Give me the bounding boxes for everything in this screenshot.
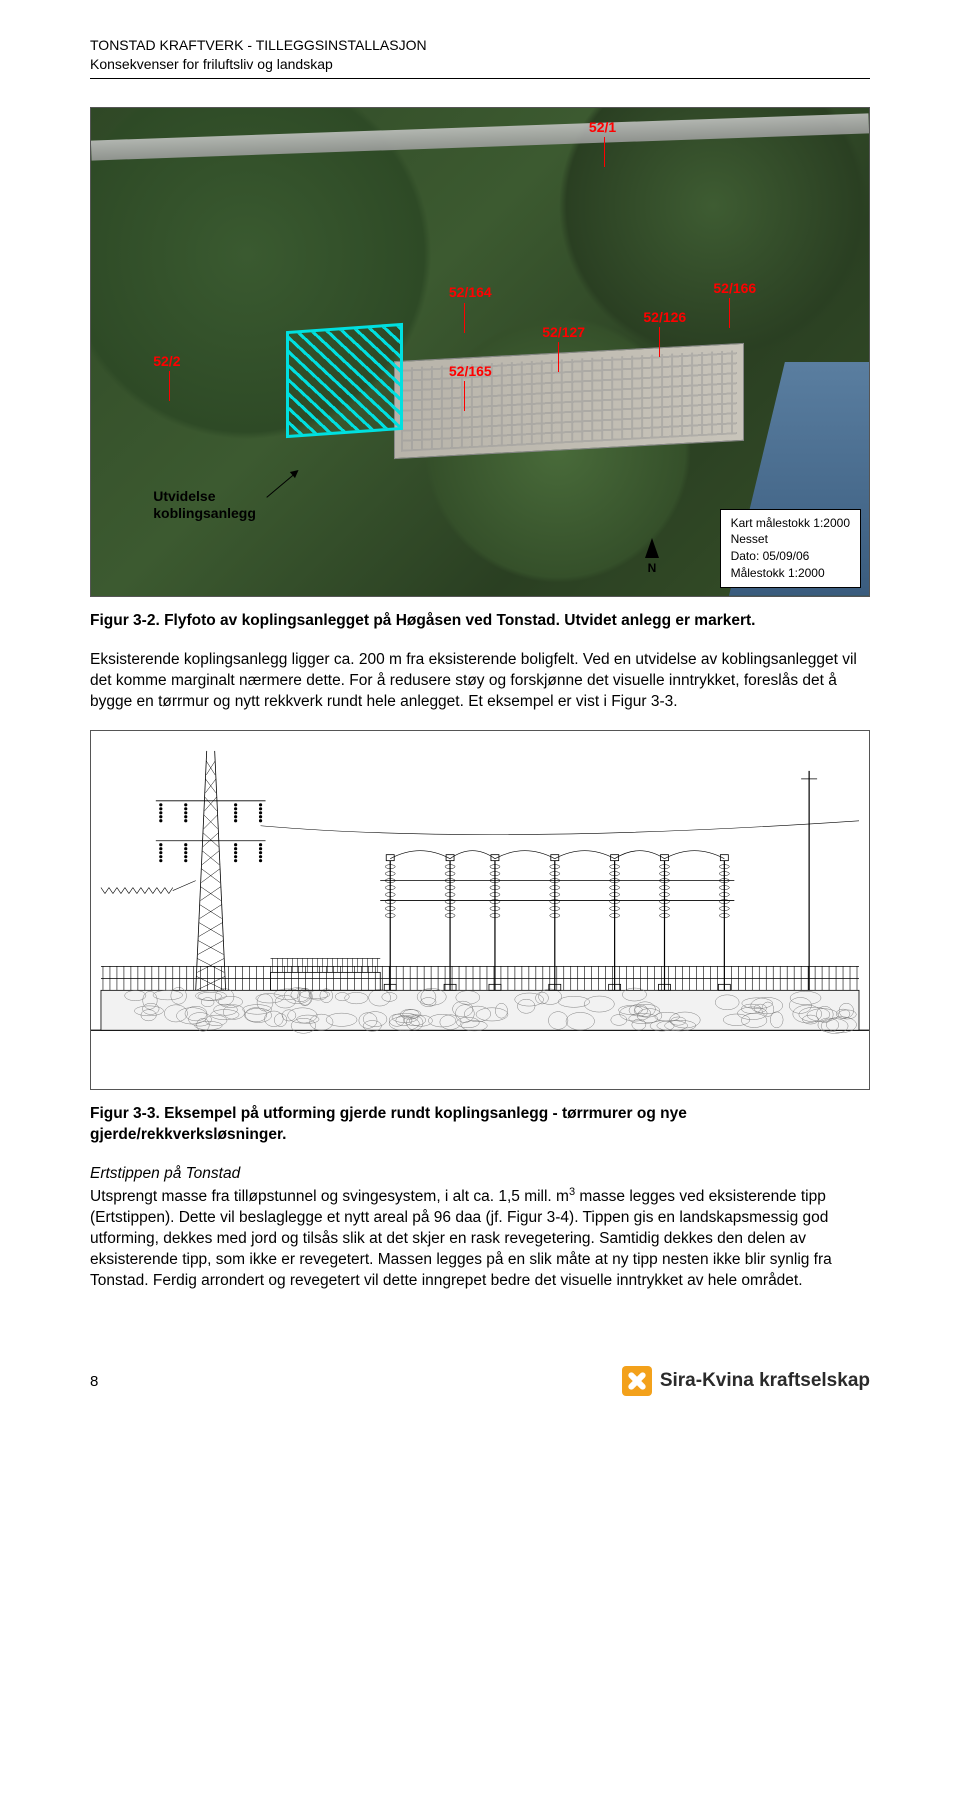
north-label: N (648, 561, 657, 575)
map-info-place: Nesset (731, 531, 850, 548)
elevation-svg (91, 731, 869, 1090)
aerial-facility (394, 343, 744, 459)
parcel-label: 52/166 (713, 279, 756, 298)
figure-3-2-aerial: 52/1 52/164 52/166 52/126 52/127 52/165 52/2 U… (90, 107, 870, 597)
parcel-leader-line (169, 371, 170, 401)
logo-icon (622, 1366, 652, 1396)
expansion-label-line1: Utvidelse (153, 488, 215, 504)
map-info-scale2: Målestokk 1:2000 (731, 565, 850, 582)
header-title: TONSTAD KRAFTVERK - TILLEGGSINSTALLASJON (90, 36, 870, 55)
page-footer: 8 Sira-Kvina kraftselskap (90, 1352, 870, 1392)
company-name: Sira-Kvina kraftselskap (660, 1368, 870, 1394)
parcel-label: 52/164 (449, 283, 492, 302)
parcel-label: 52/165 (449, 362, 492, 381)
parcel-leader-line (604, 137, 605, 167)
parcel-leader-line (558, 342, 559, 372)
page-number: 8 (90, 1372, 98, 1392)
parcel-label: 52/2 (153, 352, 180, 371)
expansion-label-line2: koblingsanlegg (153, 505, 256, 521)
figure-3-3-elevation (90, 730, 870, 1090)
map-info-box: Kart målestokk 1:2000 Nesset Dato: 05/09… (720, 509, 861, 588)
company-logo: Sira-Kvina kraftselskap (622, 1366, 870, 1396)
map-info-scale: Kart målestokk 1:2000 (731, 515, 850, 532)
parcel-leader-line (464, 381, 465, 411)
ertstippen-body-pre: Utsprengt masse fra tilløpstunnel og svi… (90, 1188, 569, 1205)
expansion-hatch-area (286, 323, 403, 439)
parcel-label: 52/126 (643, 308, 686, 327)
figure-3-2-caption: Figur 3-2. Flyfoto av koplingsanlegget p… (90, 611, 870, 632)
page-header: TONSTAD KRAFTVERK - TILLEGGSINSTALLASJON… (90, 36, 870, 79)
ertstippen-heading: Ertstippen på Tonstad (90, 1165, 240, 1182)
paragraph-1: Eksisterende koplingsanlegg ligger ca. 2… (90, 650, 870, 713)
expansion-label: Utvidelse koblingsanlegg (153, 488, 256, 522)
ertstippen-paragraph: Ertstippen på Tonstad Utsprengt masse fr… (90, 1164, 870, 1292)
parcel-leader-line (464, 303, 465, 333)
parcel-leader-line (659, 327, 660, 357)
parcel-label: 52/1 (589, 118, 616, 137)
figure-3-3-caption: Figur 3-3. Eksempel på utforming gjerde … (90, 1104, 870, 1146)
north-indicator: N (645, 538, 659, 576)
header-subtitle: Konsekvenser for friluftsliv og landskap (90, 55, 870, 74)
north-arrow-icon (645, 538, 659, 558)
parcel-label: 52/127 (542, 323, 585, 342)
map-info-date: Dato: 05/09/06 (731, 548, 850, 565)
parcel-leader-line (729, 298, 730, 328)
